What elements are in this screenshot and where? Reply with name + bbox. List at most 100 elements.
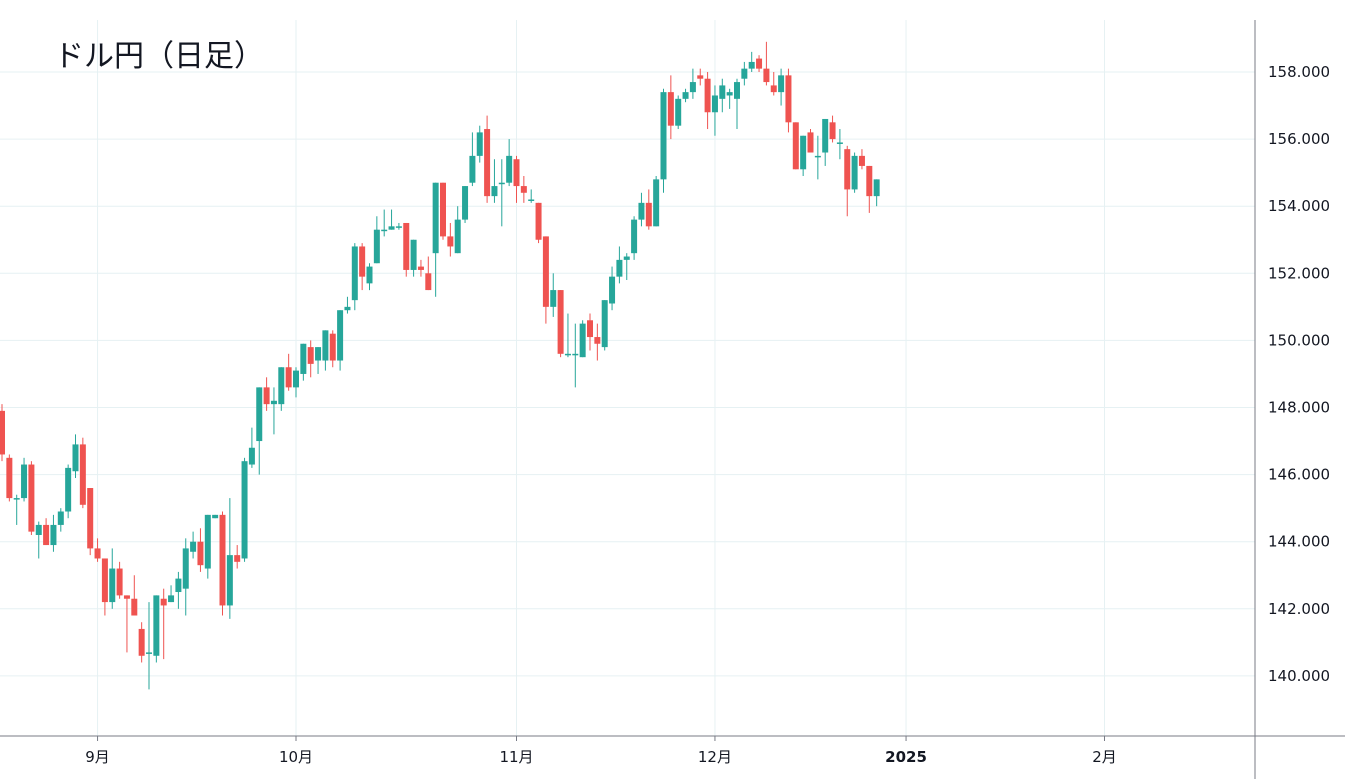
candle [116,561,123,599]
candle [322,330,329,371]
candle [792,122,799,170]
candle [153,595,160,663]
candle-body [315,347,322,361]
candle-body [506,155,513,183]
candle [204,514,211,579]
candle [307,340,314,378]
candle [212,514,219,519]
candle-body [778,75,785,93]
candle-body [660,92,667,180]
candle [65,464,72,519]
candle [35,521,42,559]
candle [175,571,182,609]
candle-body [197,541,204,566]
candle [182,538,189,616]
time-tick-label: 2025 [885,748,927,766]
candle-body [263,387,270,405]
candle [785,68,792,133]
candle [359,243,366,291]
time-tick-label: 10月 [279,748,313,766]
candle [572,323,579,388]
candle-body [557,290,564,354]
candle-body [285,367,292,388]
candle-body [579,323,586,358]
candle-body [535,202,542,240]
candle [609,266,616,311]
candle [873,179,880,207]
candle-body [734,82,740,99]
candle-body [667,92,674,126]
candle-body [395,226,402,228]
time-tick-label: 2月 [1092,748,1117,766]
candle [498,159,505,227]
candle [616,246,623,284]
candle-body [388,226,395,230]
candle-body [256,387,263,442]
candle-body [248,447,255,465]
candle-body [741,68,748,79]
candle-body [851,155,858,190]
candle-body [109,568,116,603]
candle-body [50,524,57,546]
candle-body [204,514,211,569]
candle [528,189,535,203]
candle-body [520,186,527,193]
candle [248,427,255,468]
candle [579,320,586,358]
candle-body [675,98,682,126]
candle-body [462,186,469,220]
candle [645,189,652,230]
candle [388,209,395,230]
candle-body [138,628,145,656]
candle [587,313,593,351]
candle [660,88,667,193]
candle [87,488,94,556]
candle-body [0,410,5,455]
candle [667,75,674,140]
candle [513,155,520,203]
candle [410,239,417,277]
time-axis[interactable]: 9月 10月 11月 12月 2025 2月 [85,736,1117,766]
candle-body [87,488,94,549]
candle-body [711,95,718,113]
candle-body [410,239,417,270]
candle-body [123,595,130,599]
candle-body [182,548,189,589]
candle-body [425,273,432,291]
candle-body [484,129,491,197]
candle-body [513,159,520,187]
candle-body [366,266,373,284]
candle-body [293,370,299,388]
candle-body [491,186,498,197]
price-axis[interactable]: 140.000 142.000 144.000 146.000 148.000 150.0… [1268,63,1330,685]
candle-body [829,122,836,140]
candle [79,437,86,509]
candle [57,508,64,532]
candle [689,68,696,99]
candle [403,222,410,277]
candle-body [322,330,329,361]
candle [844,145,851,217]
candle-body [807,132,814,153]
candle-body [116,568,123,596]
candle [138,622,145,663]
candle [594,323,601,361]
candle [300,343,307,381]
candle-body [13,498,20,500]
candle [329,330,336,368]
candle-body [219,514,226,606]
candle-body [572,353,579,356]
candle-body [763,68,770,83]
candle [219,511,226,616]
candle [506,139,513,187]
candle-body [6,457,13,499]
candle-body [858,155,865,166]
candle-series [0,41,880,690]
price-tick-label: 142.000 [1268,600,1330,618]
candle [542,236,549,324]
candle-body [623,256,630,260]
candle [851,152,858,193]
candle [432,182,439,297]
